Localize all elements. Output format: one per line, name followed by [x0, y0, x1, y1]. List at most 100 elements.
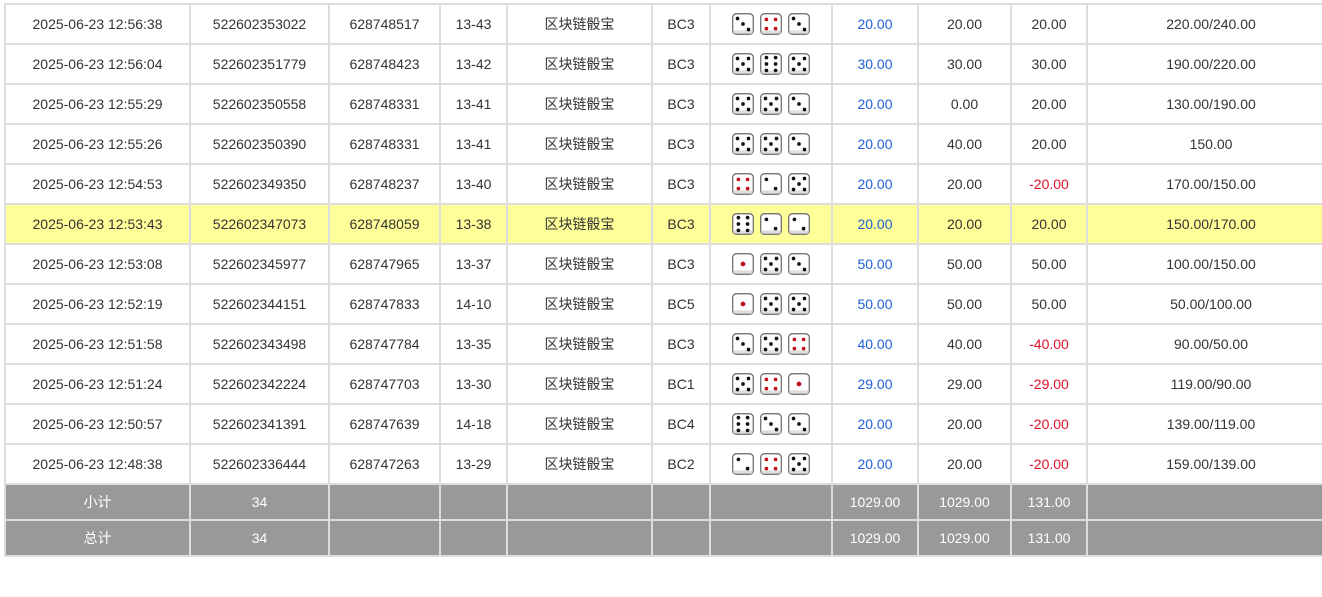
dice-5-icon: [788, 293, 810, 315]
dice-5-icon: [760, 333, 782, 355]
table-code: 13-40: [439, 163, 508, 205]
play-type: BC4: [651, 403, 711, 445]
bet-amount: 20.00: [831, 203, 919, 245]
bet-amount: 50.00: [831, 243, 919, 285]
dice-3-icon: [732, 13, 754, 35]
bet-time: 2025-06-23 12:56:04: [4, 43, 191, 85]
bet-time: 2025-06-23 12:54:53: [4, 163, 191, 205]
valid-amount: 50.00: [917, 283, 1012, 325]
summary-win: 131.00: [1010, 483, 1088, 521]
valid-amount: 40.00: [917, 323, 1012, 365]
dice-6-icon: [732, 213, 754, 235]
issue-number: 628747833: [328, 283, 441, 325]
empty-cell: [651, 519, 711, 557]
empty-cell: [328, 519, 441, 557]
empty-cell: [709, 519, 833, 557]
table-code: 13-29: [439, 443, 508, 485]
dice-5-icon: [760, 133, 782, 155]
bet-amount: 20.00: [831, 123, 919, 165]
dice-1-icon: [732, 253, 754, 275]
play-type: BC3: [651, 163, 711, 205]
summary-bet: 1029.00: [831, 519, 919, 557]
dice-4-icon: [760, 373, 782, 395]
play-type: BC3: [651, 203, 711, 245]
empty-cell: [439, 519, 508, 557]
bet-time: 2025-06-23 12:51:24: [4, 363, 191, 405]
dice-3-icon: [760, 413, 782, 435]
play-type: BC3: [651, 243, 711, 285]
play-type: BC5: [651, 283, 711, 325]
play-type: BC3: [651, 3, 711, 45]
table-row: 2025-06-23 12:50:57 522602341391 628747639…: [4, 403, 1322, 445]
play-type: BC3: [651, 123, 711, 165]
bet-amount: 20.00: [831, 3, 919, 45]
issue-number: 628747703: [328, 363, 441, 405]
balance-change: 170.00/150.00: [1086, 163, 1322, 205]
issue-number: 628748423: [328, 43, 441, 85]
game-name: 区块链骰宝: [506, 203, 653, 245]
empty-cell: [1086, 483, 1322, 521]
play-type: BC3: [651, 323, 711, 365]
bet-time: 2025-06-23 12:53:08: [4, 243, 191, 285]
dice-result: [709, 243, 833, 285]
dice-result: [709, 363, 833, 405]
game-name: 区块链骰宝: [506, 123, 653, 165]
order-number: 522602336444: [189, 443, 330, 485]
win-loss: 50.00: [1010, 243, 1088, 285]
balance-change: 50.00/100.00: [1086, 283, 1322, 325]
issue-number: 628747639: [328, 403, 441, 445]
summary-count: 34: [189, 483, 330, 521]
order-number: 522602345977: [189, 243, 330, 285]
game-name: 区块链骰宝: [506, 403, 653, 445]
table-row: 2025-06-23 12:55:29 522602350558 628748331…: [4, 83, 1322, 125]
table-row: 2025-06-23 12:48:38 522602336444 628747263…: [4, 443, 1322, 485]
table-code: 13-38: [439, 203, 508, 245]
balance-change: 119.00/90.00: [1086, 363, 1322, 405]
empty-cell: [651, 483, 711, 521]
win-loss: 20.00: [1010, 83, 1088, 125]
summary-row: 总计 34 1029.00 1029.00 131.00: [4, 519, 1322, 557]
table-body: 2025-06-23 12:56:38 522602353022 628748517…: [4, 3, 1322, 557]
bet-amount: 29.00: [831, 363, 919, 405]
valid-amount: 20.00: [917, 443, 1012, 485]
game-name: 区块链骰宝: [506, 83, 653, 125]
summary-label: 小计: [4, 483, 191, 521]
dice-result: [709, 323, 833, 365]
valid-amount: 20.00: [917, 3, 1012, 45]
dice-5-icon: [760, 93, 782, 115]
dice-3-icon: [788, 133, 810, 155]
win-loss: -20.00: [1010, 163, 1088, 205]
game-name: 区块链骰宝: [506, 163, 653, 205]
table-code: 13-41: [439, 123, 508, 165]
issue-number: 628747784: [328, 323, 441, 365]
dice-result: [709, 163, 833, 205]
win-loss: -20.00: [1010, 443, 1088, 485]
valid-amount: 20.00: [917, 403, 1012, 445]
order-number: 522602349350: [189, 163, 330, 205]
dice-3-icon: [788, 13, 810, 35]
dice-result: [709, 43, 833, 85]
win-loss: 50.00: [1010, 283, 1088, 325]
bet-records-table: 2025-06-23 12:56:38 522602353022 628748517…: [4, 3, 1322, 557]
dice-3-icon: [788, 413, 810, 435]
dice-5-icon: [788, 53, 810, 75]
table-row: 2025-06-23 12:53:43 522602347073 628748059…: [4, 203, 1322, 245]
empty-cell: [506, 483, 653, 521]
dice-1-icon: [788, 373, 810, 395]
valid-amount: 30.00: [917, 43, 1012, 85]
dice-5-icon: [760, 293, 782, 315]
balance-change: 190.00/220.00: [1086, 43, 1322, 85]
bet-time: 2025-06-23 12:48:38: [4, 443, 191, 485]
game-name: 区块链骰宝: [506, 443, 653, 485]
order-number: 522602344151: [189, 283, 330, 325]
issue-number: 628747965: [328, 243, 441, 285]
bet-time: 2025-06-23 12:51:58: [4, 323, 191, 365]
empty-cell: [439, 483, 508, 521]
table-code: 14-18: [439, 403, 508, 445]
table-row: 2025-06-23 12:55:26 522602350390 628748331…: [4, 123, 1322, 165]
empty-cell: [328, 483, 441, 521]
issue-number: 628748331: [328, 83, 441, 125]
play-type: BC2: [651, 443, 711, 485]
bet-amount: 40.00: [831, 323, 919, 365]
game-name: 区块链骰宝: [506, 363, 653, 405]
